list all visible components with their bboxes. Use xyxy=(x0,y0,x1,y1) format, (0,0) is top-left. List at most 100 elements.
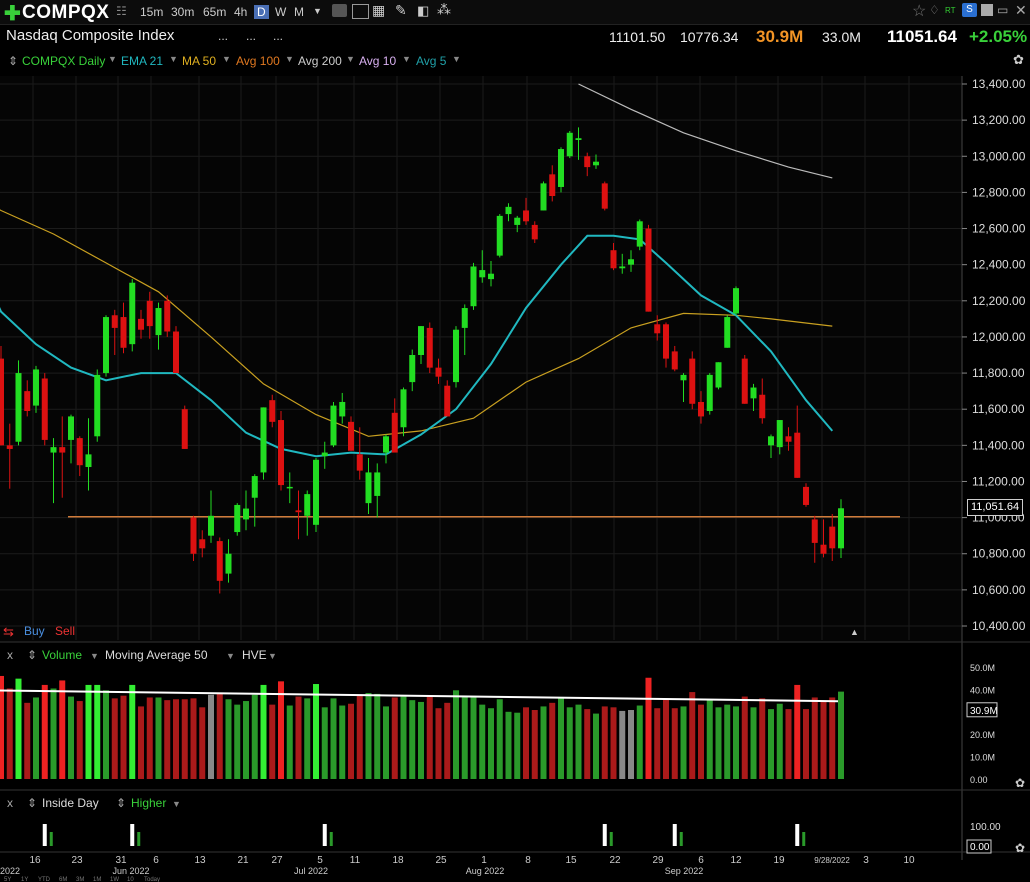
candle-body xyxy=(234,504,241,533)
sell-button[interactable]: Sell xyxy=(55,624,76,638)
volume-panel-settings-icon[interactable]: ✿ xyxy=(1015,776,1026,790)
symbol-menu-icon[interactable]: ☷ xyxy=(116,4,127,18)
timeframe-65m[interactable]: 65m xyxy=(203,5,227,19)
volume-bar xyxy=(514,712,521,779)
volume-label[interactable]: Volume xyxy=(42,648,83,662)
legend-avg10[interactable]: Avg 10 xyxy=(359,54,397,68)
range-button[interactable]: 5Y xyxy=(4,877,11,882)
info-ellipsis-3[interactable]: ... xyxy=(273,29,284,43)
timeframe-monthly[interactable]: M xyxy=(294,5,304,19)
insideday-collapse-icon[interactable]: ⇕ xyxy=(27,796,38,810)
candle-body xyxy=(138,318,144,330)
legend-avg100-dropdown-icon[interactable]: ▼ xyxy=(285,54,294,64)
range-button[interactable]: 3M xyxy=(76,877,84,882)
timeframe-daily[interactable]: D xyxy=(254,5,269,19)
chart-type-icon[interactable] xyxy=(332,4,347,17)
volume-bar xyxy=(733,706,739,779)
chart-settings-icon[interactable]: ✿ xyxy=(1013,52,1024,67)
volume-ma-label[interactable]: Moving Average 50 xyxy=(105,648,208,662)
candle-body xyxy=(759,394,766,419)
legend-avg5[interactable]: Avg 5 xyxy=(416,54,447,68)
volume-panel-close[interactable]: x xyxy=(7,648,13,662)
insideday-settings-icon[interactable]: ✿ xyxy=(1015,841,1026,855)
draw-pencil-icon[interactable]: ✎ xyxy=(395,2,407,18)
insideday-label[interactable]: Inside Day xyxy=(42,796,99,810)
volume-bar xyxy=(278,681,284,779)
hve-dropdown-icon[interactable]: ▼ xyxy=(268,651,277,661)
window-icon[interactable]: ▭ xyxy=(997,3,1009,17)
scan-icon[interactable]: S xyxy=(962,3,977,17)
legend-avg5-dropdown-icon[interactable]: ▼ xyxy=(452,54,461,64)
legend-avg200-dropdown-icon[interactable]: ▼ xyxy=(346,54,355,64)
range-button[interactable]: 6M xyxy=(59,877,67,882)
collapse-panel-icon[interactable]: ▲ xyxy=(850,627,859,637)
annotation-icon[interactable]: ◧ xyxy=(417,3,430,18)
volume-dropdown-icon[interactable]: ▼ xyxy=(90,651,99,661)
candle-body xyxy=(400,389,407,428)
price-tick-label: 12,600.00 xyxy=(972,222,1026,236)
timeframe-dropdown-icon[interactable]: ▼ xyxy=(313,6,322,16)
legend-main-dropdown-icon[interactable]: ▼ xyxy=(108,54,117,64)
volume-tag-box xyxy=(966,702,998,718)
higher-collapse-icon[interactable]: ⇕ xyxy=(116,796,127,810)
info-ellipsis-1[interactable]: ... xyxy=(218,29,229,43)
price-tick-label: 13,200.00 xyxy=(972,113,1026,127)
higher-marker xyxy=(329,832,333,846)
legend-avg200[interactable]: Avg 200 xyxy=(298,54,342,68)
add-symbol-icon[interactable]: ✚ xyxy=(4,3,21,25)
timeframe-30m[interactable]: 30m xyxy=(171,5,195,19)
legend-avg100[interactable]: Avg 100 xyxy=(236,54,280,68)
alert-icon[interactable]: ♢ xyxy=(929,3,940,17)
legend-ma50-dropdown-icon[interactable]: ▼ xyxy=(222,54,231,64)
layout-icon[interactable] xyxy=(352,4,369,19)
higher-label[interactable]: Higher xyxy=(131,796,167,810)
timeframe-weekly[interactable]: W xyxy=(275,5,287,19)
buy-button[interactable]: Buy xyxy=(24,624,45,638)
date-tick-label: 27 xyxy=(271,855,283,866)
legend-ema21-dropdown-icon[interactable]: ▼ xyxy=(169,54,178,64)
legend-ema21[interactable]: EMA 21 xyxy=(121,54,164,68)
hve-label[interactable]: HVE xyxy=(242,648,267,662)
higher-dropdown-icon[interactable]: ▼ xyxy=(172,799,181,809)
info-ellipsis-2[interactable]: ... xyxy=(246,29,257,43)
candle-body xyxy=(566,132,573,157)
range-button[interactable]: 10 xyxy=(127,877,134,882)
candle-body xyxy=(286,486,293,489)
range-button[interactable]: 1Y xyxy=(21,877,28,882)
candle-body xyxy=(453,329,459,383)
save-icon[interactable] xyxy=(981,4,993,16)
legend-main[interactable]: COMPQX Daily xyxy=(22,54,106,68)
candle-body xyxy=(663,324,669,359)
symbol-label[interactable]: COMPQX xyxy=(22,2,110,23)
volume-bar xyxy=(610,707,617,779)
range-button[interactable]: Today xyxy=(144,877,160,882)
volume-bar xyxy=(243,701,249,779)
candles xyxy=(0,127,844,594)
candle-body xyxy=(654,324,661,334)
favorite-star-icon[interactable]: ☆ xyxy=(912,3,927,20)
higher-marker xyxy=(137,832,141,846)
close-icon[interactable]: ✕ xyxy=(1015,2,1027,18)
timeframe-15m[interactable]: 15m xyxy=(140,5,164,19)
volume-bar xyxy=(566,707,573,779)
share-icon[interactable]: ⁂ xyxy=(437,1,451,17)
volume-ma-dropdown-icon[interactable]: ▼ xyxy=(226,651,235,661)
volume-bar xyxy=(225,699,232,779)
candle-body xyxy=(768,436,774,446)
legend-avg10-dropdown-icon[interactable]: ▼ xyxy=(402,54,411,64)
add-indicator-icon[interactable]: ▦ xyxy=(372,2,386,18)
range-button[interactable]: 1W xyxy=(110,877,119,882)
volume-panel-collapse-icon[interactable]: ⇕ xyxy=(27,648,38,662)
volume-bar xyxy=(531,710,538,779)
candle-body xyxy=(558,149,564,187)
insideday-panel-close[interactable]: x xyxy=(7,796,13,810)
legend-ma50[interactable]: MA 50 xyxy=(182,54,217,68)
range-button[interactable]: 1M xyxy=(93,877,101,882)
volume-bar xyxy=(400,696,407,779)
timeframe-4h[interactable]: 4h xyxy=(234,5,248,19)
buy-sell-icon[interactable]: ⇆ xyxy=(3,624,14,639)
range-button[interactable]: YTD xyxy=(38,877,51,882)
legend-collapse-icon[interactable]: ⇕ xyxy=(8,54,19,68)
volume-bar xyxy=(330,698,337,779)
